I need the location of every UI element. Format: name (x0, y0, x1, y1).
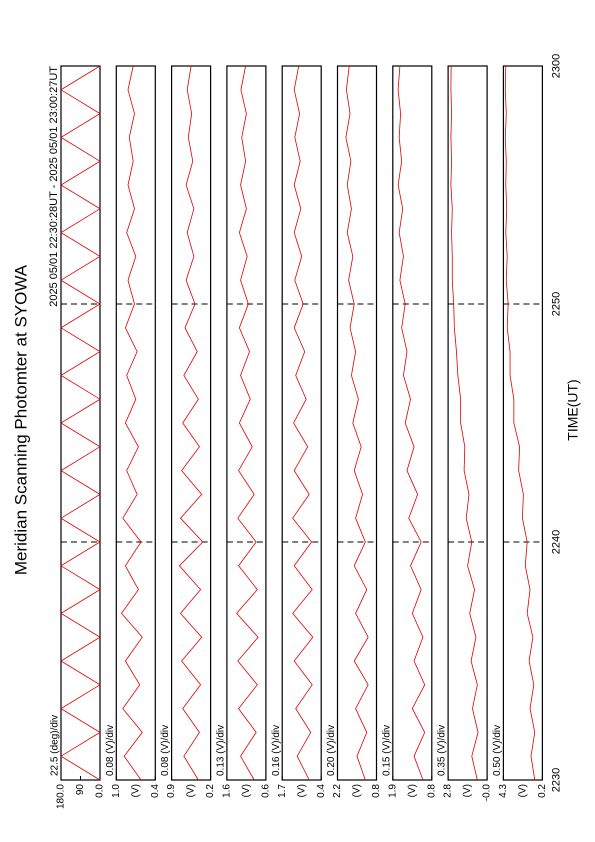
panel-frame (502, 65, 543, 781)
scale-label: 0.13 (V)/div (216, 725, 227, 776)
y-unit: (V) (462, 784, 473, 797)
y-unit: (V) (130, 784, 141, 797)
y-tick-label: 2.2 (332, 784, 343, 798)
time-range: 2025 05/01 22:30:28UT - 2025 05/01 23:00… (48, 66, 60, 307)
scale-label: 22.5 (deg)/div (50, 715, 61, 776)
y-tick-label: -0.0 (482, 784, 493, 802)
scale-label: 0.16 (V)/div (271, 725, 282, 776)
y-tick-label: 1.0 (111, 784, 122, 798)
panel-frame (281, 65, 322, 781)
scale-label: 0.20 (V)/div (326, 725, 337, 776)
scale-label: 0.15 (V)/div (381, 725, 392, 776)
chart-title: Meridian Scanning Photomter at SYOWA (11, 264, 30, 575)
panel-frame (392, 65, 433, 781)
trace (178, 65, 204, 781)
panel-frame (226, 65, 267, 781)
y-unit: (V) (352, 784, 363, 797)
y-unit: (V) (296, 784, 307, 797)
y-unit: (V) (407, 784, 418, 797)
y-tick-label: 90 (75, 784, 86, 796)
y-tick-label: 1.6 (222, 784, 233, 798)
y-unit: (V) (241, 784, 252, 797)
scale-label: 0.08 (V)/div (160, 725, 171, 776)
x-tick-label: 2240 (550, 530, 562, 554)
y-tick-label: 4.3 (498, 784, 509, 798)
y-tick-label: 0.6 (261, 784, 272, 798)
panel-frame (336, 65, 378, 781)
y-tick-label: 0.8 (371, 784, 382, 798)
y-tick-label: 2.8 (443, 784, 454, 798)
x-tick-label: 2250 (550, 292, 562, 316)
y-tick-label: 0.0 (95, 784, 106, 798)
scale-label: 0.08 (V)/div (105, 725, 116, 776)
trace (345, 65, 369, 781)
trace (504, 65, 536, 781)
panel-frame (447, 65, 488, 781)
panel-frame (115, 65, 156, 781)
y-tick-label: 0.2 (537, 784, 548, 798)
y-tick-label: 1.7 (277, 784, 288, 798)
x-tick-label: 2300 (550, 54, 562, 78)
trace (450, 65, 479, 781)
y-tick-label: 0.4 (150, 784, 161, 798)
y-unit: (V) (518, 784, 529, 797)
trace (60, 65, 101, 781)
trace (120, 65, 143, 781)
trace (292, 65, 314, 781)
scale-label: 0.35 (V)/div (437, 725, 448, 776)
scale-label: 0.50 (V)/div (492, 725, 503, 776)
y-tick-label: 0.8 (426, 784, 437, 798)
x-tick-label: 2230 (550, 768, 562, 792)
y-tick-label: 0.9 (166, 784, 177, 798)
y-tick-label: 180.0 (56, 784, 67, 809)
x-axis-label: TIME(UT) (565, 379, 581, 440)
y-unit: (V) (186, 784, 197, 797)
y-tick-label: 0.2 (205, 784, 216, 798)
y-tick-label: 1.9 (387, 784, 398, 798)
y-tick-label: 0.4 (316, 784, 327, 798)
trace (397, 65, 426, 781)
rotated-plot: Meridian Scanning Photomter at SYOWA 202… (11, 54, 580, 809)
trace (236, 65, 259, 781)
